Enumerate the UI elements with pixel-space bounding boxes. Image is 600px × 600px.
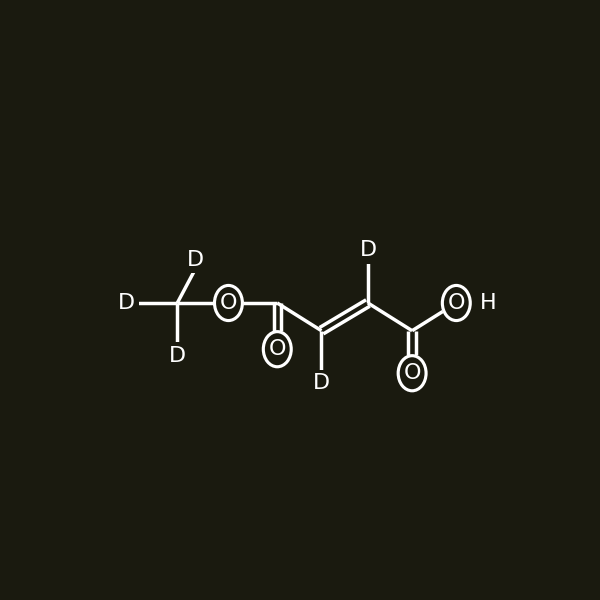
Text: D: D [169,346,186,365]
Ellipse shape [215,286,242,320]
Text: O: O [269,339,286,359]
Text: D: D [187,250,203,270]
Text: O: O [448,293,465,313]
Ellipse shape [263,332,291,367]
Text: O: O [403,363,421,383]
Text: D: D [118,293,136,313]
Text: O: O [220,293,237,313]
Text: H: H [479,293,496,313]
Text: D: D [359,241,377,260]
Ellipse shape [398,356,426,391]
Text: D: D [313,373,330,393]
Ellipse shape [442,286,470,320]
